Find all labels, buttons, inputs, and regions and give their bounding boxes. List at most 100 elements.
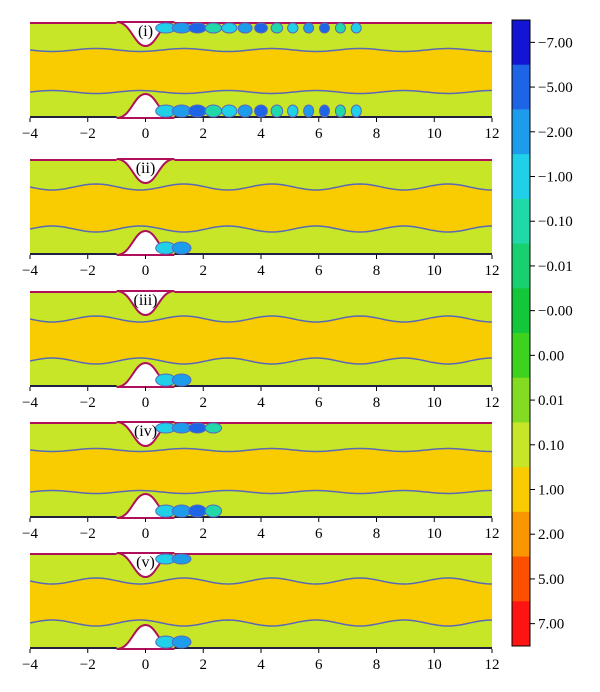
colorbar-swatch xyxy=(512,109,530,155)
panel-label: (i) xyxy=(138,23,153,40)
panel-2: (ii) −4 −2 0 2 4 6 8 10 12 xyxy=(22,158,500,279)
vortex-top xyxy=(319,22,331,34)
colorbar-label: 0.10 xyxy=(538,438,564,454)
colorbar-swatch xyxy=(512,333,530,379)
x-tick-label: 0 xyxy=(142,126,150,142)
core-band xyxy=(30,578,492,626)
x-tick-label: −4 xyxy=(22,657,38,673)
vortex-bottom xyxy=(237,104,253,118)
vortex-top xyxy=(171,422,192,434)
x-tick-label: 4 xyxy=(257,526,265,542)
x-tick-label: 4 xyxy=(257,395,265,411)
colorbar-swatch xyxy=(512,243,530,289)
x-tick-label: −4 xyxy=(22,395,38,411)
x-tick-label: 6 xyxy=(315,263,323,279)
panel-1: (i) −4 −2 0 2 4 6 8 10 12 xyxy=(22,21,500,142)
vortex-bottom xyxy=(303,104,315,118)
vortex-top xyxy=(204,422,223,434)
vortex-top xyxy=(303,22,315,34)
core-band xyxy=(30,448,492,494)
vortex-bottom xyxy=(171,635,192,649)
colorbar-label: 2.00 xyxy=(538,527,564,543)
vortex-bottom xyxy=(171,241,192,255)
x-tick-label: 6 xyxy=(315,657,323,673)
colorbar-label: −7.00 xyxy=(538,35,573,51)
colorbar-swatch xyxy=(512,511,530,558)
x-tick-label: −2 xyxy=(80,526,96,542)
colorbar-swatch xyxy=(512,377,530,423)
vortex-top xyxy=(237,22,253,34)
colorbar-swatch xyxy=(512,20,530,66)
colorbar-label: 7.00 xyxy=(538,617,564,633)
contour-line-lower xyxy=(29,89,492,95)
colorbar-label: −0.00 xyxy=(538,304,573,320)
x-tick-label: 10 xyxy=(427,526,442,542)
colorbar-frame xyxy=(511,19,531,647)
x-tick-label: 12 xyxy=(485,526,500,542)
contour-line-lower xyxy=(29,225,493,233)
x-tick-label: 8 xyxy=(373,395,381,411)
vortex-top xyxy=(171,22,192,34)
x-tick-label: 2 xyxy=(200,526,208,542)
colorbar-swatch xyxy=(512,601,530,647)
panel-4: (iv) −4 −2 0 2 4 6 8 10 12 xyxy=(22,421,500,542)
colorbar-label: −1.00 xyxy=(538,170,573,186)
panels: (i) −4 −2 0 2 4 6 8 10 12 (ii) −4 −2 0 2 4 6 8 10 12 (iii) −4… xyxy=(22,21,500,673)
x-tick-label: −2 xyxy=(80,126,96,142)
x-tick-label: 2 xyxy=(200,263,208,279)
contour-line-upper xyxy=(29,47,492,53)
contour-line-upper xyxy=(29,183,493,191)
vortex-bottom xyxy=(188,104,207,118)
colorbar-label: 0.00 xyxy=(538,348,564,364)
vortex-top xyxy=(287,22,299,34)
x-tick-label: 8 xyxy=(373,657,381,673)
colorbar-swatch xyxy=(512,556,530,602)
x-tick-label: 0 xyxy=(142,657,150,673)
x-tick-label: 4 xyxy=(257,657,265,673)
core-band xyxy=(30,184,492,232)
x-tick-label: 2 xyxy=(200,395,208,411)
vortex-bottom xyxy=(188,504,207,518)
core-band xyxy=(30,316,492,364)
contour-line-upper xyxy=(29,447,492,453)
vortex-bottom xyxy=(171,504,192,518)
x-tick-label: 12 xyxy=(485,263,500,279)
colorbar-label: 5.00 xyxy=(538,572,564,588)
x-tick-label: −2 xyxy=(80,395,96,411)
x-tick-label: 0 xyxy=(142,395,150,411)
stenosis-top xyxy=(116,290,175,317)
contour-line-lower xyxy=(29,489,492,495)
panel-5: (v) −4 −2 0 2 4 6 8 10 12 xyxy=(22,552,500,673)
vortex-top xyxy=(334,22,346,34)
x-tick-label: 12 xyxy=(485,657,500,673)
vortex-bottom xyxy=(204,504,223,518)
panel-label: (ii) xyxy=(136,160,156,177)
colorbar-label: −5.00 xyxy=(538,80,573,96)
x-tick-label: 10 xyxy=(427,657,442,673)
x-tick-label: 4 xyxy=(257,263,265,279)
x-tick-label: 10 xyxy=(427,126,442,142)
x-tick-label: 10 xyxy=(427,395,442,411)
colorbar-label: 0.01 xyxy=(538,393,564,409)
x-tick-label: 12 xyxy=(485,395,500,411)
panel-label: (iii) xyxy=(134,292,158,309)
stenosis-top xyxy=(116,158,175,185)
x-tick-label: −2 xyxy=(80,657,96,673)
vortex-bottom xyxy=(270,104,284,118)
contour-line-upper xyxy=(29,315,493,323)
x-tick-label: 2 xyxy=(200,126,208,142)
vortex-bottom xyxy=(287,104,299,118)
vortex-top xyxy=(350,22,362,34)
vortex-bottom xyxy=(171,373,192,387)
vortex-top xyxy=(254,22,268,34)
x-tick-label: −4 xyxy=(22,263,38,279)
x-tick-label: 10 xyxy=(427,263,442,279)
vortex-bottom xyxy=(334,104,346,118)
x-tick-label: 0 xyxy=(142,526,150,542)
colorbar-swatch xyxy=(512,154,530,200)
x-tick-label: −4 xyxy=(22,126,38,142)
vortex-top xyxy=(188,22,207,34)
vortex-top xyxy=(221,22,238,34)
vortex-top xyxy=(188,422,207,434)
